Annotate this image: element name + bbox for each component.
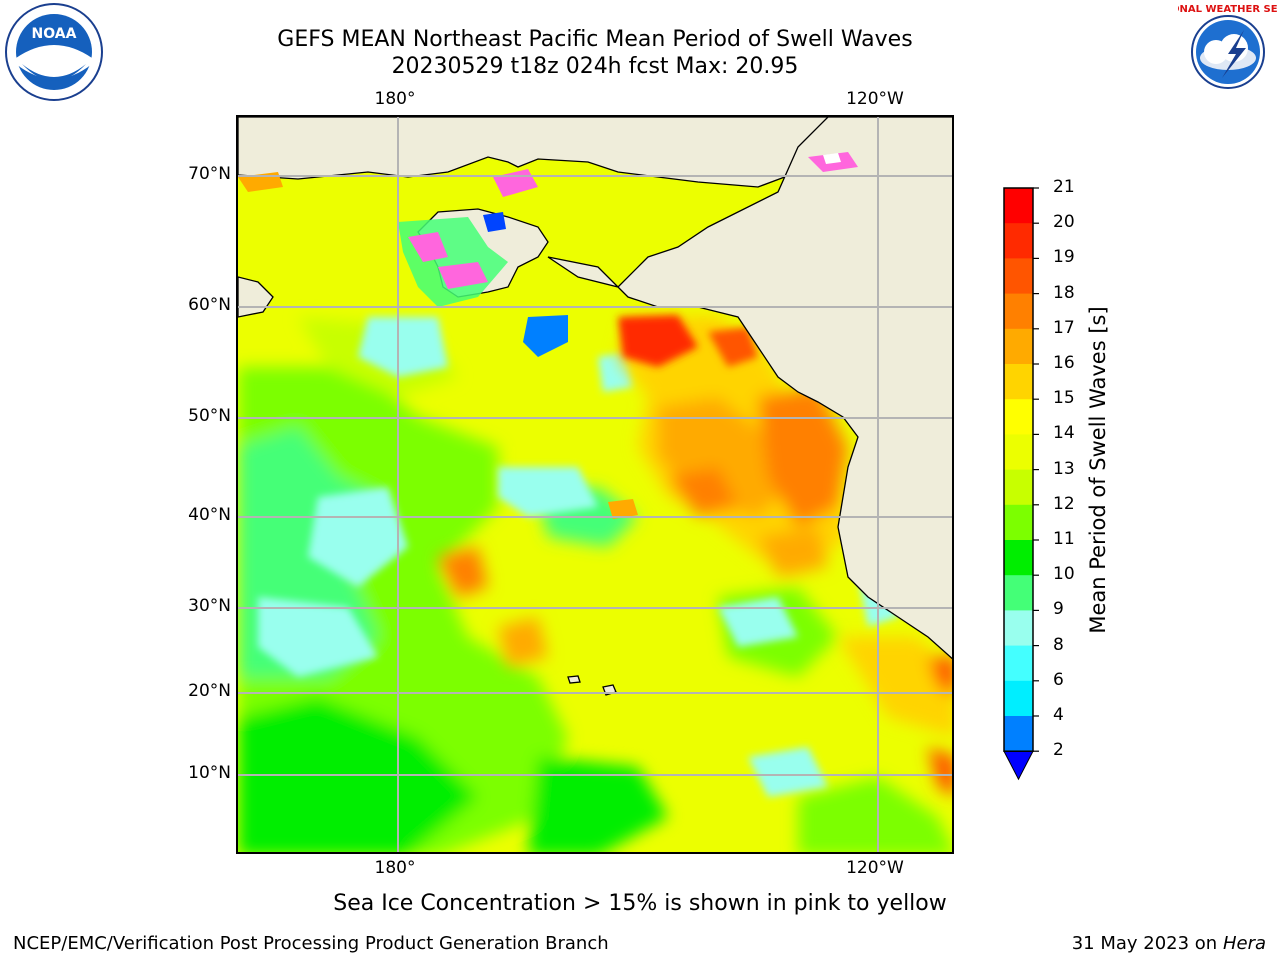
nws-logo-text: NATIONAL WEATHER SERVICE (1178, 4, 1278, 15)
colorbar-tick-label: 2 (1053, 740, 1064, 761)
colorbar-segment (1004, 293, 1033, 330)
colorbar-segment (1004, 540, 1033, 576)
hawaii-west (567, 675, 581, 684)
colorbar-tick-label: 18 (1053, 282, 1075, 303)
colorbar-segment (1004, 434, 1033, 471)
field-red-regions (618, 315, 758, 367)
noaa-logo: NOAA (5, 3, 103, 101)
footer-credit: NCEP/EMC/Verification Post Processing Pr… (13, 933, 609, 954)
field-orange-regions (438, 315, 952, 795)
nws-logo: NATIONAL WEATHER SERVICE (1178, 4, 1278, 100)
map-frame (236, 115, 954, 854)
north-america (547, 117, 952, 660)
colorbar-segment (1004, 504, 1033, 541)
footer-machine: Hera (1222, 933, 1266, 954)
colorbar-segment (1004, 680, 1033, 717)
colorbar-tick-label: 10 (1053, 564, 1075, 585)
colorbar-tick-label: 13 (1053, 458, 1075, 479)
colorbar-tick-label: 9 (1053, 599, 1064, 620)
colorbar-tick-label: 21 (1053, 177, 1075, 197)
chart-title: GEFS MEAN Northeast Pacific Mean Period … (277, 27, 913, 52)
colorbar-tick-label: 16 (1053, 353, 1075, 373)
colorbar-segment (1004, 469, 1033, 506)
colorbar-segment (1004, 188, 1033, 224)
footer-date-text: 31 May 2023 on (1071, 933, 1218, 954)
lat-label-40n: 40°N (188, 505, 231, 525)
footer-date: 31 May 2023 on Hera (1072, 933, 1266, 954)
colorbar-tick-label: 4 (1053, 705, 1064, 725)
sea-ice-note: Sea Ice Concentration > 15% is shown in … (333, 891, 947, 916)
colorbar-tick-label: 12 (1053, 493, 1075, 514)
lat-label-60n: 60°N (188, 295, 231, 315)
colorbar-segment (1004, 258, 1033, 295)
colorbar-tick-label: 8 (1053, 634, 1064, 655)
colorbar-tick-label: 6 (1053, 669, 1064, 690)
lon-label-bottom-120w: 120°W (846, 858, 904, 878)
colorbar-segment (1004, 575, 1033, 611)
colorbar-extend-triangle (1003, 750, 1034, 781)
colorbar (1003, 187, 1039, 781)
colorbar-segment (1004, 645, 1033, 682)
noaa-logo-text: NOAA (32, 26, 77, 42)
colorbar-segment (1004, 399, 1033, 435)
lon-label-top-180: 180° (374, 89, 416, 109)
graticule (238, 117, 952, 852)
colorbar-tick-label: 20 (1053, 212, 1075, 233)
lat-label-50n: 50°N (188, 406, 231, 426)
lon-label-bottom-180: 180° (374, 858, 416, 878)
colorbar-title: Mean Period of Swell Waves [s] (1086, 306, 1110, 634)
lat-label-30n: 30°N (188, 596, 231, 616)
swell-period-map (238, 117, 952, 852)
colorbar-segment (1004, 610, 1033, 647)
colorbar-segment (1004, 328, 1033, 365)
colorbar-segment (1004, 223, 1033, 259)
colorbar-segment (1004, 716, 1033, 752)
lat-label-70n: 70°N (188, 164, 231, 184)
colorbar-tick-label: 15 (1053, 388, 1075, 409)
lon-label-top-120w: 120°W (846, 89, 904, 109)
lat-label-10n: 10°N (188, 763, 231, 783)
chart-subtitle: 20230529 t18z 024h fcst Max: 20.95 (391, 54, 799, 79)
colorbar-segment (1004, 364, 1033, 400)
colorbar-tick-label: 17 (1053, 317, 1075, 338)
colorbar-tick-label: 19 (1053, 247, 1075, 268)
lat-label-20n: 20°N (188, 681, 231, 701)
colorbar-tick-label: 11 (1053, 529, 1075, 549)
colorbar-tick-label: 14 (1053, 423, 1075, 444)
